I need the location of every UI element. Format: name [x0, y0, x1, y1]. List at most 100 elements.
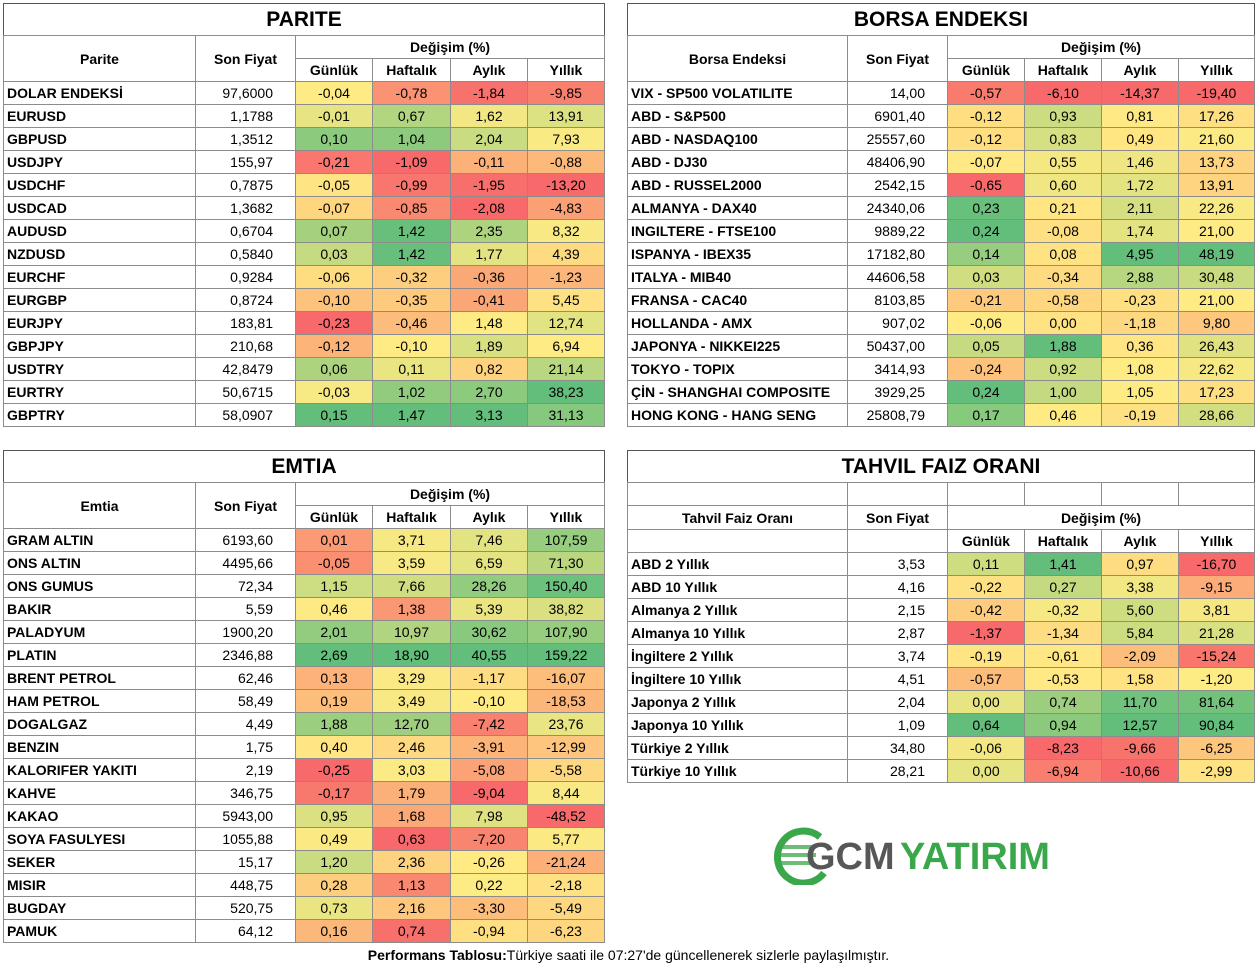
change-cell: 3,71 — [372, 528, 451, 552]
change-cell: 1,48 — [450, 311, 528, 335]
price-cell: 4,49 — [195, 712, 296, 736]
logo: GCM YATIRIM — [773, 827, 1050, 885]
change-cell: 5,39 — [450, 597, 528, 621]
row-name: BUGDAY — [3, 896, 196, 920]
change-cell: 0,00 — [947, 690, 1025, 714]
change-cell: -0,25 — [295, 758, 373, 782]
change-cell: 1,38 — [372, 597, 451, 621]
header-name: Tahvil Faiz Oranı — [627, 505, 848, 530]
price-cell: 1,09 — [847, 713, 948, 737]
change-cell: 3,13 — [450, 403, 528, 427]
row-name: ABD - NASDAQ100 — [627, 127, 848, 151]
empty-cell — [947, 482, 1025, 506]
change-cell: 0,81 — [1101, 104, 1179, 128]
row-name: Japonya 2 Yıllık — [627, 690, 848, 714]
change-cell: 0,74 — [1024, 690, 1102, 714]
change-cell: 5,45 — [527, 288, 605, 312]
change-cell: 2,16 — [372, 896, 451, 920]
row-name: BENZIN — [3, 735, 196, 759]
change-cell: 0,95 — [295, 804, 373, 828]
row-name: HOLLANDA - AMX — [627, 311, 848, 335]
change-cell: -0,78 — [372, 81, 451, 105]
change-cell: 0,05 — [947, 334, 1025, 358]
change-cell: 8,44 — [527, 781, 605, 805]
row-name: USDTRY — [3, 357, 196, 381]
change-cell: -1,84 — [450, 81, 528, 105]
change-cell: -13,20 — [527, 173, 605, 197]
row-name: USDJPY — [3, 150, 196, 174]
price-cell: 1,1788 — [195, 104, 296, 128]
change-cell: 0,94 — [1024, 713, 1102, 737]
change-cell: 18,90 — [372, 643, 451, 667]
row-name: DOGALGAZ — [3, 712, 196, 736]
change-cell: 5,77 — [527, 827, 605, 851]
change-cell: 3,59 — [372, 551, 451, 575]
row-name: NZDUSD — [3, 242, 196, 266]
row-name: PAMUK — [3, 919, 196, 943]
change-cell: 38,82 — [527, 597, 605, 621]
change-cell: -0,57 — [947, 667, 1025, 691]
change-cell: 1,89 — [450, 334, 528, 358]
change-cell: -18,53 — [527, 689, 605, 713]
change-cell: -0,12 — [947, 127, 1025, 151]
change-cell: -6,94 — [1024, 759, 1102, 783]
price-cell: 44606,58 — [847, 265, 948, 289]
row-name: USDCHF — [3, 173, 196, 197]
change-cell: 71,30 — [527, 551, 605, 575]
change-cell: 0,82 — [450, 357, 528, 381]
price-cell: 2,87 — [847, 621, 948, 645]
empty-cell — [627, 529, 848, 553]
change-cell: 0,83 — [1024, 127, 1102, 151]
change-cell: 90,84 — [1178, 713, 1255, 737]
price-cell: 50437,00 — [847, 334, 948, 358]
price-cell: 4,51 — [847, 667, 948, 691]
header-change: Değişim (%) — [295, 35, 605, 59]
change-cell: -16,70 — [1178, 552, 1255, 576]
change-cell: 0,60 — [1024, 173, 1102, 197]
change-cell: 21,28 — [1178, 621, 1255, 645]
row-name: JAPONYA - NIKKEI225 — [627, 334, 848, 358]
row-name: GBPJPY — [3, 334, 196, 358]
change-cell: 1,74 — [1101, 219, 1179, 243]
change-cell: -1,18 — [1101, 311, 1179, 335]
price-cell: 50,6715 — [195, 380, 296, 404]
change-cell: -0,05 — [295, 551, 373, 575]
header-price: Son Fiyat — [847, 35, 948, 82]
change-cell: 10,97 — [372, 620, 451, 644]
change-cell: -7,20 — [450, 827, 528, 851]
change-cell: 2,69 — [295, 643, 373, 667]
change-cell: 1,05 — [1101, 380, 1179, 404]
row-name: ABD - RUSSEL2000 — [627, 173, 848, 197]
change-cell: 12,57 — [1101, 713, 1179, 737]
row-name: EURTRY — [3, 380, 196, 404]
change-cell: -6,23 — [527, 919, 605, 943]
row-name: SEKER — [3, 850, 196, 874]
row-name: TOKYO - TOPIX — [627, 357, 848, 381]
change-cell: 0,92 — [1024, 357, 1102, 381]
change-cell: -6,25 — [1178, 736, 1255, 760]
change-cell: 1,68 — [372, 804, 451, 828]
price-cell: 4495,66 — [195, 551, 296, 575]
row-name: ONS ALTIN — [3, 551, 196, 575]
header-name: Emtia — [3, 482, 196, 529]
header-period: Günlük — [947, 58, 1025, 82]
change-cell: 2,70 — [450, 380, 528, 404]
price-cell: 0,6704 — [195, 219, 296, 243]
change-cell: -0,34 — [1024, 265, 1102, 289]
change-cell: -2,09 — [1101, 644, 1179, 668]
change-cell: 0,97 — [1101, 552, 1179, 576]
price-cell: 6193,60 — [195, 528, 296, 552]
change-cell: -1,17 — [450, 666, 528, 690]
change-cell: 0,14 — [947, 242, 1025, 266]
row-name: USDCAD — [3, 196, 196, 220]
change-cell: -0,08 — [1024, 219, 1102, 243]
change-cell: -0,61 — [1024, 644, 1102, 668]
change-cell: -0,04 — [295, 81, 373, 105]
change-cell: 3,49 — [372, 689, 451, 713]
change-cell: 2,01 — [295, 620, 373, 644]
change-cell: 0,24 — [947, 219, 1025, 243]
change-cell: -0,94 — [450, 919, 528, 943]
change-cell: 0,08 — [1024, 242, 1102, 266]
change-cell: 0,46 — [295, 597, 373, 621]
